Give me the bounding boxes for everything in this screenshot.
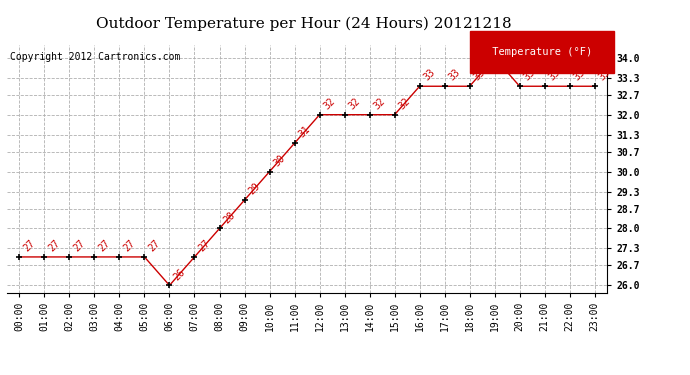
Text: 27: 27 [72, 238, 88, 254]
Text: Temperature (°F): Temperature (°F) [486, 47, 598, 57]
Text: 31: 31 [297, 124, 313, 140]
Text: 32: 32 [397, 96, 413, 111]
Text: 33: 33 [598, 68, 613, 83]
Text: 32: 32 [322, 96, 337, 111]
Text: 33: 33 [472, 68, 488, 83]
Text: Outdoor Temperature per Hour (24 Hours) 20121218: Outdoor Temperature per Hour (24 Hours) … [96, 17, 511, 31]
Text: 33: 33 [447, 68, 462, 83]
Text: 33: 33 [572, 68, 588, 83]
Text: 33: 33 [422, 68, 437, 83]
Text: 28: 28 [222, 210, 237, 225]
Text: 27: 27 [97, 238, 112, 254]
Text: 33: 33 [522, 68, 538, 83]
Text: 27: 27 [47, 238, 62, 254]
Text: 32: 32 [347, 96, 362, 111]
Text: Copyright 2012 Cartronics.com: Copyright 2012 Cartronics.com [10, 53, 180, 62]
Text: 33: 33 [547, 68, 562, 83]
Text: 32: 32 [372, 96, 388, 111]
Text: 30: 30 [272, 153, 288, 168]
Text: 26: 26 [172, 267, 188, 282]
Text: 27: 27 [197, 238, 213, 254]
Text: 27: 27 [22, 238, 37, 254]
Text: 29: 29 [247, 181, 262, 196]
Text: 27: 27 [122, 238, 137, 254]
Text: 34: 34 [497, 39, 513, 54]
Text: 27: 27 [147, 238, 162, 254]
